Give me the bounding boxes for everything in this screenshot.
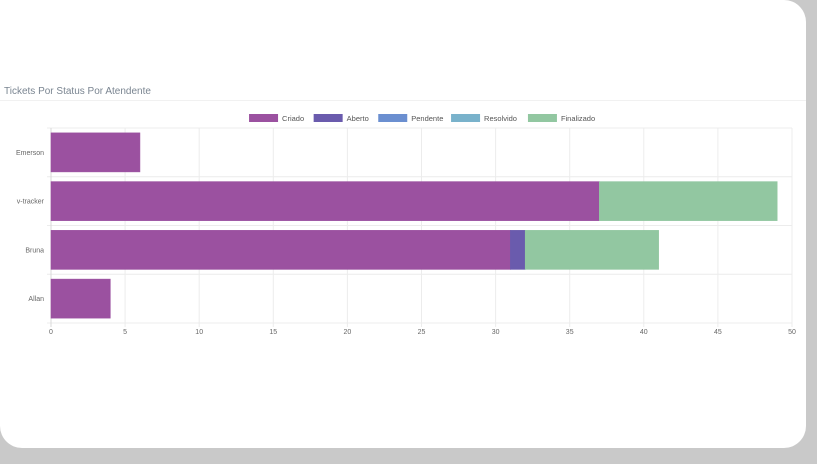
x-tick-label: 10 bbox=[195, 329, 203, 336]
y-axis-labels: Emerson v-tracker Bruna Allan bbox=[16, 150, 45, 303]
legend-item-resolvido[interactable]: Resolvido bbox=[451, 114, 517, 123]
legend-label: Aberto bbox=[347, 114, 369, 123]
bar-segment-criado[interactable] bbox=[50, 230, 511, 270]
legend-label: Pendente bbox=[411, 114, 443, 123]
legend-swatch bbox=[451, 114, 481, 122]
bar-segment-criado[interactable] bbox=[50, 278, 111, 319]
x-tick-label: 25 bbox=[418, 329, 426, 336]
bar-segment-aberto[interactable] bbox=[510, 230, 526, 270]
x-tick-label: 5 bbox=[123, 329, 127, 336]
legend-swatch bbox=[313, 114, 343, 122]
bar-segment-finalizado[interactable] bbox=[599, 181, 778, 221]
x-tick-label: 50 bbox=[788, 329, 796, 336]
legend-swatch bbox=[527, 114, 557, 122]
y-tick-label: v-tracker bbox=[17, 199, 45, 206]
chart-title: Tickets Por Status Por Atendente bbox=[4, 86, 151, 97]
title-divider bbox=[0, 100, 806, 101]
legend-item-finalizado[interactable]: Finalizado bbox=[527, 114, 595, 123]
bar-segment-criado[interactable] bbox=[50, 132, 141, 173]
x-tick-label: 40 bbox=[640, 329, 648, 336]
legend-item-criado[interactable]: Criado bbox=[249, 114, 304, 123]
legend-label: Finalizado bbox=[561, 114, 595, 123]
grid-lines bbox=[47, 127, 793, 327]
chart-card: Tickets Por Status Por Atendente Emerson… bbox=[0, 0, 806, 448]
y-tick-label: Allan bbox=[28, 296, 44, 303]
x-tick-label: 30 bbox=[492, 329, 500, 336]
legend: Criado Aberto Pendente Resolvido Finalizado bbox=[249, 114, 595, 123]
x-axis-labels: 0 5 10 15 20 25 30 35 40 45 50 bbox=[49, 329, 796, 336]
legend-item-pendente[interactable]: Pendente bbox=[378, 114, 443, 123]
legend-label: Resolvido bbox=[484, 114, 517, 123]
x-tick-label: 20 bbox=[344, 329, 352, 336]
legend-swatch bbox=[249, 114, 279, 122]
legend-label: Criado bbox=[282, 114, 304, 123]
y-tick-label: Emerson bbox=[16, 150, 44, 157]
bar-segment-finalizado[interactable] bbox=[524, 230, 659, 270]
x-tick-label: 0 bbox=[49, 329, 53, 336]
stacked-bar-chart: Emerson v-tracker Bruna Allan 0 5 10 15 20 25 30 3… bbox=[16, 114, 796, 336]
y-tick-label: Bruna bbox=[25, 247, 44, 254]
bars bbox=[50, 132, 778, 319]
x-tick-label: 15 bbox=[269, 329, 277, 336]
x-tick-label: 45 bbox=[714, 329, 722, 336]
x-tick-label: 35 bbox=[566, 329, 574, 336]
legend-swatch bbox=[378, 114, 408, 122]
legend-item-aberto[interactable]: Aberto bbox=[313, 114, 369, 123]
bar-segment-criado[interactable] bbox=[50, 181, 600, 221]
